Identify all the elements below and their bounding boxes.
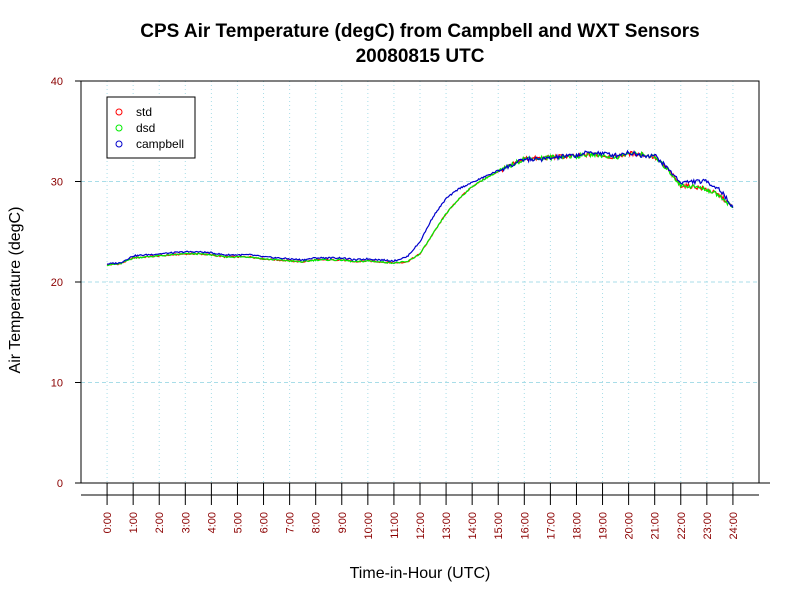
x-tick-label: 11:00 [389, 512, 401, 539]
x-tick-label: 2:00 [154, 512, 166, 533]
x-axis-ticks: 0:00 1:00 2:00 3:00 4:00 5:00 6:00 7:00 8:00 9:00… [102, 483, 740, 540]
x-tick-label: 6:00 [259, 512, 271, 533]
legend-label-dsd: dsd [136, 121, 155, 135]
series-line-campbell [106, 149, 734, 265]
x-tick-label: 21:00 [650, 512, 662, 540]
y-tick-label: 20 [51, 277, 63, 289]
x-tick-label: 24:00 [728, 512, 740, 540]
x-tick-label: 13:00 [441, 512, 453, 540]
x-tick-label: 17:00 [545, 512, 557, 540]
x-tick-label: 23:00 [702, 512, 714, 540]
legend-label-campbell: campbell [136, 137, 184, 151]
y-tick-label: 10 [51, 378, 63, 390]
y-tick-label: 30 [51, 177, 63, 189]
x-tick-label: 19:00 [598, 512, 610, 540]
grid [81, 81, 759, 483]
x-tick-label: 20:00 [624, 512, 636, 540]
x-tick-label: 7:00 [285, 512, 297, 533]
y-tick-label: 0 [57, 478, 63, 490]
x-tick-label: 5:00 [232, 512, 244, 533]
x-axis-label: Time-in-Hour (UTC) [350, 565, 491, 582]
x-tick-label: 15:00 [493, 512, 505, 540]
chart-title-line1: CPS Air Temperature (degC) from Campbell… [140, 21, 700, 42]
x-tick-label: 9:00 [337, 512, 349, 533]
x-tick-label: 16:00 [519, 512, 531, 540]
legend-marker-campbell [115, 140, 123, 148]
x-tick-label: 14:00 [467, 512, 479, 540]
legend-marker-dsd [115, 124, 123, 132]
x-tick-label: 18:00 [571, 512, 583, 540]
chart-title-line2: 20080815 UTC [356, 46, 485, 67]
legend-marker-std [115, 108, 123, 116]
legend-label-std: std [136, 105, 152, 119]
x-tick-label: 3:00 [180, 512, 192, 533]
x-tick-label: 1:00 [128, 512, 140, 533]
series-lines [106, 149, 734, 267]
y-axis-label: Air Temperature (degC) [7, 207, 24, 374]
y-axis-ticks: 0 10 20 30 40 [51, 76, 81, 490]
legend: std dsd campbell [106, 96, 196, 159]
x-tick-label: 12:00 [415, 512, 427, 540]
x-tick-label: 10:00 [363, 512, 375, 540]
y-tick-label: 40 [51, 76, 63, 88]
x-tick-label: 22:00 [676, 512, 688, 540]
x-tick-label: 8:00 [311, 512, 323, 533]
x-tick-label: 0:00 [102, 512, 114, 533]
x-tick-label: 4:00 [206, 512, 218, 533]
